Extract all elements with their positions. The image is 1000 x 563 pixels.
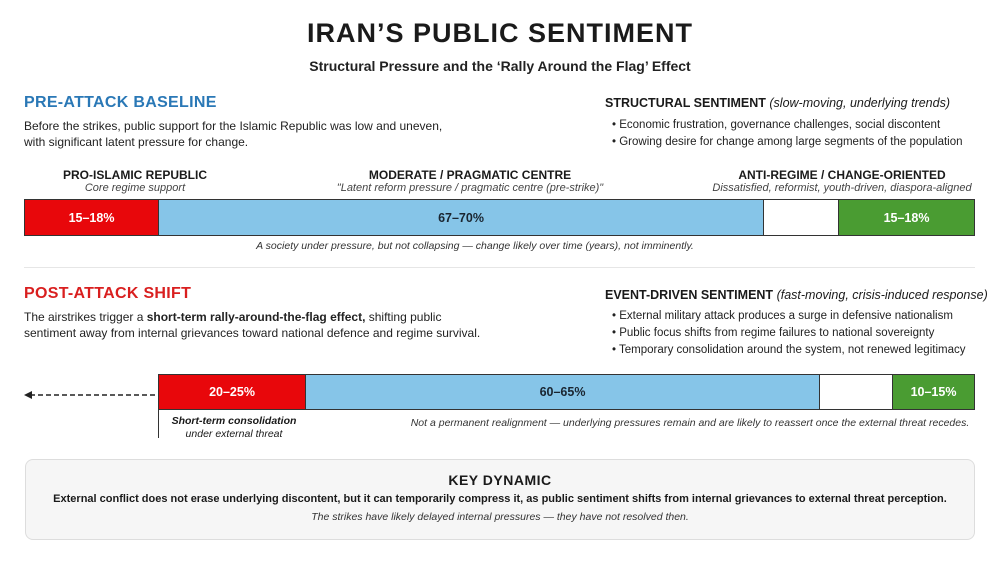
category-label: ANTI-REGIME / CHANGE-ORIENTED bbox=[738, 168, 946, 182]
description-line: with significant latent pressure for cha… bbox=[24, 135, 249, 149]
bullet-item: Temporary consolidation around the syste… bbox=[612, 342, 965, 359]
key-dynamic-text: External conflict does not erase underly… bbox=[53, 493, 947, 505]
category-sub: Dissatisfied, reformist, youth-driven, d… bbox=[712, 182, 972, 194]
description-text: shifting public bbox=[365, 310, 442, 324]
segment-anti-regime: 10–15% bbox=[893, 375, 974, 409]
segment-moderate: 60–65% bbox=[306, 375, 820, 409]
description-text: The airstrikes trigger a bbox=[24, 310, 147, 324]
section-divider bbox=[24, 267, 975, 268]
heading-text: EVENT-DRIVEN SENTIMENT bbox=[605, 288, 774, 302]
key-dynamic-heading: KEY DYNAMIC bbox=[448, 472, 552, 488]
bullet-item: External military attack produces a surg… bbox=[612, 308, 965, 325]
callout-bold: Short-term consolidation bbox=[171, 415, 297, 427]
category-label: MODERATE / PRAGMATIC CENTRE bbox=[368, 168, 572, 182]
post-attack-description: The airstrikes trigger a short-term rall… bbox=[24, 309, 480, 341]
category-pro-regime: PRO-ISLAMIC REPUBLIC Core regime support bbox=[63, 168, 207, 195]
key-dynamic-italic: The strikes have likely delayed internal… bbox=[311, 511, 689, 523]
description-bold: short-term rally-around-the-flag effect, bbox=[146, 310, 366, 324]
bullet-item: Growing desire for change among large se… bbox=[612, 134, 962, 151]
heading-qualifier: (slow-moving, underlying trends) bbox=[769, 96, 951, 110]
segment-pro-regime: 15–18% bbox=[25, 200, 159, 235]
category-label: PRO-ISLAMIC REPUBLIC bbox=[63, 168, 207, 182]
description-line: Before the strikes, public support for t… bbox=[24, 119, 443, 133]
post-attack-bar: 20–25% 60–65% 10–15% bbox=[158, 374, 975, 410]
structural-sentiment-heading: STRUCTURAL SENTIMENT (slow-moving, under… bbox=[605, 96, 950, 110]
left-arrow-icon bbox=[24, 391, 158, 399]
category-anti-regime: ANTI-REGIME / CHANGE-ORIENTED Dissatisfie… bbox=[712, 168, 971, 195]
heading-qualifier: (fast-moving, crisis-induced response) bbox=[776, 288, 988, 302]
description-line: sentiment away from internal grievances … bbox=[24, 326, 481, 340]
callout-line bbox=[158, 410, 159, 438]
page-subtitle: Structural Pressure and the ‘Rally Aroun… bbox=[309, 58, 691, 74]
segment-blank bbox=[820, 375, 893, 409]
category-sub: Core regime support bbox=[84, 182, 186, 194]
event-bullets: External military attack produces a surg… bbox=[612, 308, 965, 359]
category-sub: "Latent reform pressure / pragmatic cent… bbox=[336, 182, 604, 194]
structural-bullets: Economic frustration, governance challen… bbox=[612, 117, 963, 151]
pre-attack-description: Before the strikes, public support for t… bbox=[24, 118, 442, 150]
callout-text: under external threat bbox=[185, 428, 283, 440]
key-dynamic-box: KEY DYNAMIC External conflict does not e… bbox=[25, 459, 975, 540]
heading-text: STRUCTURAL SENTIMENT bbox=[605, 96, 766, 110]
pre-attack-note: A society under pressure, but not collap… bbox=[256, 240, 694, 252]
segment-anti-regime: 15–18% bbox=[839, 200, 974, 235]
pre-attack-heading: PRE-ATTACK BASELINE bbox=[24, 94, 217, 111]
page-title: IRAN’S PUBLIC SENTIMENT bbox=[306, 18, 693, 48]
segment-pro-regime: 20–25% bbox=[159, 375, 306, 409]
category-moderate: MODERATE / PRAGMATIC CENTRE "Latent refor… bbox=[337, 168, 603, 195]
segment-blank bbox=[764, 200, 839, 235]
consolidation-callout: Short-term consolidation under external … bbox=[172, 415, 297, 441]
post-attack-note: Not a permanent realignment — underlying… bbox=[410, 417, 970, 429]
bullet-item: Public focus shifts from regime failures… bbox=[612, 325, 965, 342]
segment-moderate: 67–70% bbox=[159, 200, 764, 235]
post-attack-heading: POST-ATTACK SHIFT bbox=[24, 285, 192, 302]
event-sentiment-heading: EVENT-DRIVEN SENTIMENT (fast-moving, cri… bbox=[605, 288, 988, 302]
bullet-item: Economic frustration, governance challen… bbox=[612, 117, 963, 134]
pre-attack-bar: 15–18% 67–70% 15–18% bbox=[24, 199, 975, 236]
